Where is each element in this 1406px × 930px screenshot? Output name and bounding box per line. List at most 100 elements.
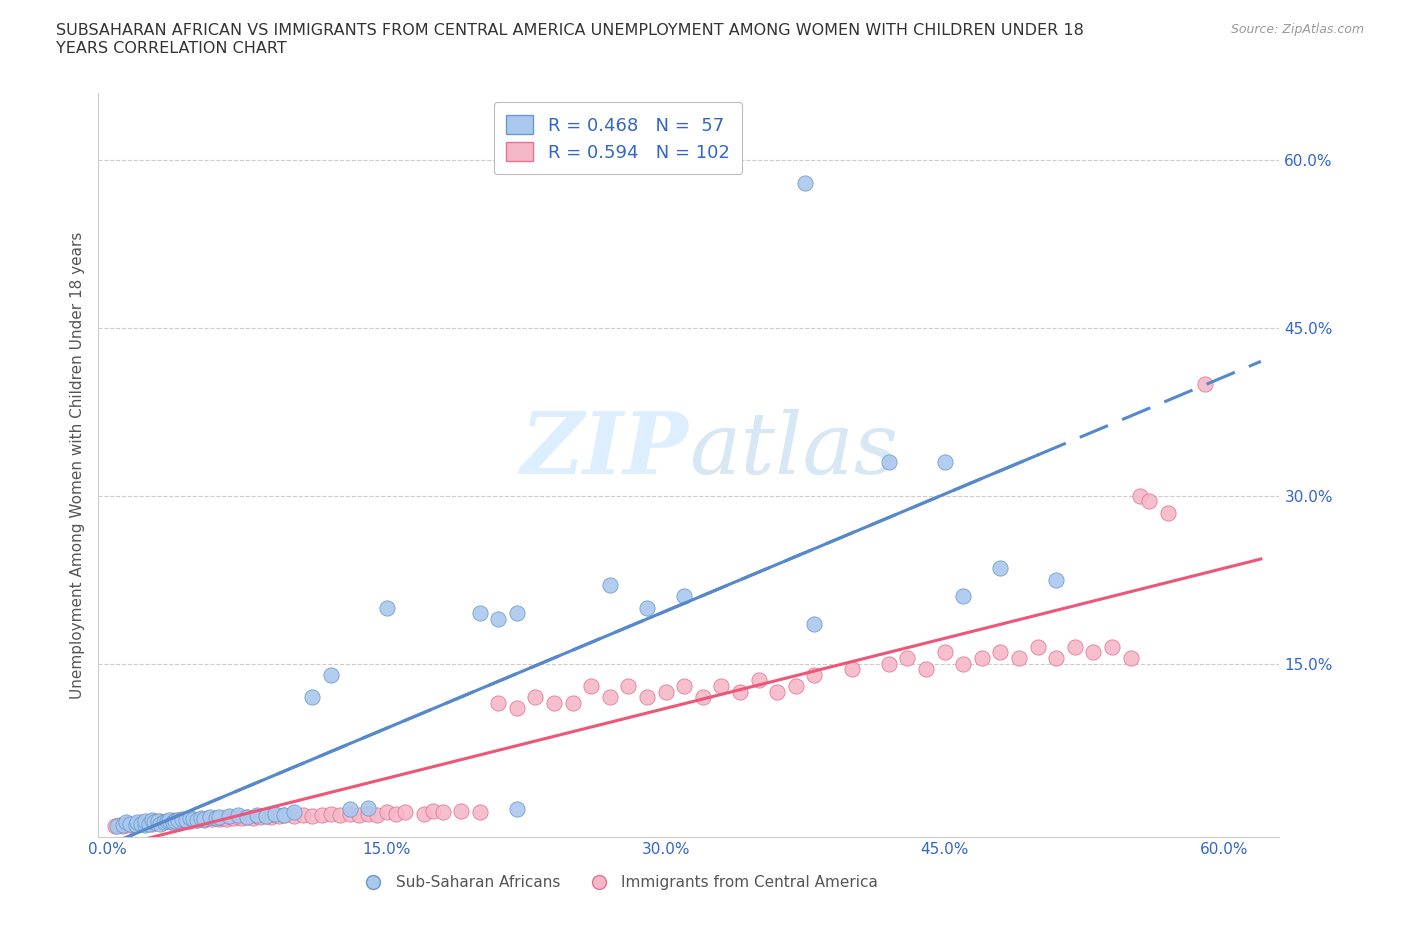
Point [201, 812, 224, 827]
Point [841, 662, 863, 677]
Point [118, 817, 141, 831]
Point [124, 817, 146, 832]
Point [599, 578, 621, 592]
Point [432, 805, 454, 820]
Point [249, 809, 271, 824]
Point [766, 684, 789, 699]
Point [785, 679, 807, 694]
Point [394, 805, 416, 820]
Point [218, 808, 240, 823]
Point [198, 809, 221, 824]
Point [934, 645, 956, 660]
Point [163, 814, 186, 829]
Text: SUBSAHARAN AFRICAN VS IMMIGRANTS FROM CENTRAL AMERICA UNEMPLOYMENT AMONG WOMEN W: SUBSAHARAN AFRICAN VS IMMIGRANTS FROM CE… [56, 23, 1084, 56]
Point [111, 818, 134, 833]
Point [375, 805, 398, 820]
Point [1063, 639, 1085, 654]
Point [245, 808, 267, 823]
Point [970, 651, 993, 666]
Text: ZIP: ZIP [522, 408, 689, 492]
Point [193, 812, 215, 827]
Point [877, 455, 900, 470]
Point [524, 690, 547, 705]
Point [118, 817, 141, 832]
Point [224, 811, 246, 826]
Point [486, 611, 509, 626]
Point [877, 657, 900, 671]
Point [468, 805, 491, 820]
Point [636, 690, 658, 705]
Point [319, 668, 342, 683]
Point [1008, 651, 1031, 666]
Point [267, 808, 290, 823]
Point [172, 812, 194, 827]
Point [134, 814, 156, 829]
Point [422, 804, 444, 818]
Point [934, 455, 956, 470]
Point [468, 605, 491, 620]
Point [149, 814, 172, 829]
Y-axis label: Unemployment Among Women with Children Under 18 years: Unemployment Among Women with Children U… [69, 232, 84, 698]
Point [160, 815, 183, 830]
Point [138, 815, 160, 830]
Legend: Sub-Saharan Africans, Immigrants from Central America: Sub-Saharan Africans, Immigrants from Ce… [352, 870, 884, 897]
Point [347, 807, 370, 822]
Point [231, 811, 253, 826]
Point [111, 817, 134, 832]
Point [134, 817, 156, 832]
Point [152, 815, 174, 830]
Point [260, 809, 283, 824]
Point [748, 673, 770, 688]
Point [952, 589, 974, 604]
Point [561, 696, 583, 711]
Point [1157, 505, 1180, 520]
Point [204, 811, 226, 826]
Point [581, 679, 603, 694]
Point [339, 802, 361, 817]
Point [896, 651, 918, 666]
Point [1119, 651, 1142, 666]
Point [301, 690, 323, 705]
Point [1194, 377, 1216, 392]
Point [339, 806, 361, 821]
Point [329, 807, 352, 822]
Point [710, 679, 733, 694]
Point [219, 809, 242, 824]
Point [157, 813, 180, 828]
Point [174, 813, 197, 828]
Point [506, 605, 529, 620]
Point [181, 812, 204, 827]
Text: atlas: atlas [689, 409, 898, 491]
Point [617, 679, 640, 694]
Point [129, 817, 152, 831]
Point [636, 600, 658, 615]
Point [122, 817, 145, 832]
Point [141, 817, 163, 831]
Point [186, 813, 208, 828]
Point [1137, 494, 1160, 509]
Point [450, 804, 472, 818]
Point [292, 807, 315, 822]
Point [264, 806, 287, 821]
Point [162, 813, 184, 828]
Point [108, 817, 131, 832]
Point [204, 811, 226, 826]
Point [242, 811, 264, 826]
Point [1101, 639, 1123, 654]
Point [163, 814, 186, 829]
Point [375, 600, 398, 615]
Point [162, 815, 184, 830]
Point [124, 817, 146, 831]
Point [673, 679, 696, 694]
Point [141, 813, 163, 828]
Point [357, 806, 380, 821]
Point [1045, 572, 1067, 587]
Point [167, 813, 190, 828]
Point [543, 696, 565, 711]
Point [486, 696, 509, 711]
Point [1026, 639, 1049, 654]
Point [990, 561, 1012, 576]
Point [208, 812, 231, 827]
Point [654, 684, 676, 699]
Point [190, 811, 212, 826]
